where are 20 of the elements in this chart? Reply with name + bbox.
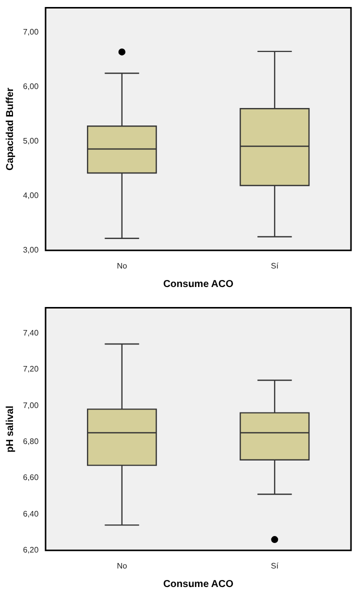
x-axis-title: Consume ACO — [163, 278, 234, 290]
y-tick-label: 3,00 — [22, 246, 40, 255]
y-tick-label: 7,20 — [22, 364, 40, 374]
y-tick-label: 7,40 — [22, 328, 40, 338]
y-tick-label: 4,00 — [22, 191, 40, 200]
y-tick-label: 7,00 — [22, 400, 40, 410]
x-axis-title: Consume ACO — [163, 578, 234, 590]
x-tick-label: Sí — [270, 561, 280, 570]
y-tick-label: 6,20 — [22, 546, 40, 555]
y-axis-title: Capacidad Buffer — [4, 88, 16, 170]
y-tick-label: 5,00 — [22, 136, 40, 146]
y-axis-title: pH salival — [4, 406, 16, 452]
y-tick-label: 6,60 — [22, 473, 40, 482]
y-tick-label: 6,40 — [22, 509, 40, 518]
y-tick-label: 6,80 — [22, 436, 40, 446]
x-tick-label: Sí — [270, 261, 280, 270]
y-tick-label: 7,00 — [22, 28, 40, 37]
x-tick-label: No — [116, 261, 128, 270]
x-tick-label: No — [116, 561, 128, 570]
y-tick-label: 6,00 — [22, 82, 40, 92]
